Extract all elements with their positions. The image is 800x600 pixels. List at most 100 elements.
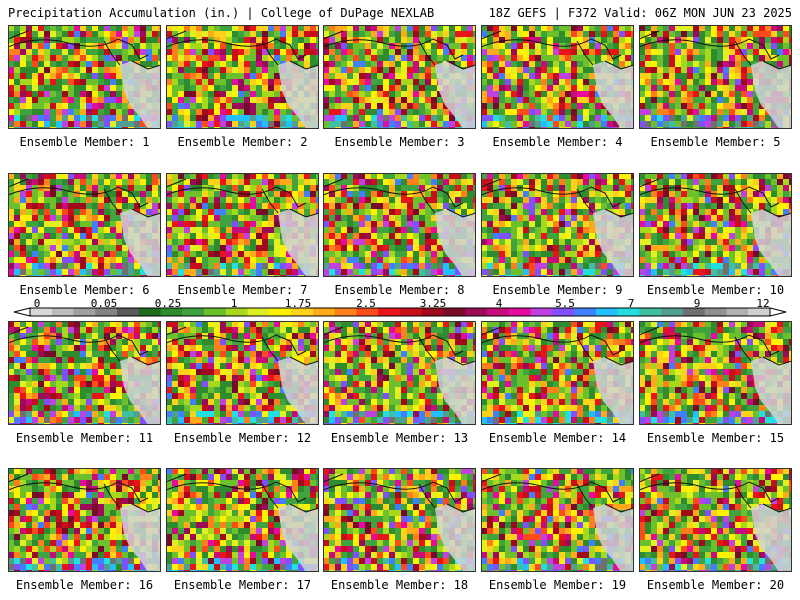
scale-tick-label: 0 [33,297,41,310]
scale-bin [95,308,118,316]
precip-map [8,25,161,129]
scale-bin [204,308,227,316]
scale-bin [247,308,270,316]
scale-bin [225,308,249,316]
precip-map [323,173,476,277]
ensemble-member-map [323,173,476,277]
scale-bin [400,308,423,316]
ensemble-member-map [481,25,634,129]
scale-bin [73,308,96,316]
ensemble-member-map [8,25,161,129]
scale-bin [421,308,445,316]
scale-bin [30,308,53,316]
scale-bin [682,308,706,316]
ensemble-member-label: Ensemble Member: 1 [19,135,150,149]
scale-bin [726,308,749,316]
ensemble-member-label: Ensemble Member: 7 [177,283,308,297]
ensemble-member-label: Ensemble Member: 14 [488,431,627,445]
precip-map [481,173,634,277]
ensemble-member-map [8,468,161,572]
scale-tick-label: 5.5 [555,297,575,310]
ensemble-member-map [639,321,792,425]
ensemble-member-map [481,321,634,425]
ensemble-member-map [166,173,319,277]
precip-map [8,468,161,572]
ensemble-member-map [639,173,792,277]
scale-tick-label: 1.75 [284,297,312,310]
ensemble-member-map [323,25,476,129]
precip-map [639,25,792,129]
scale-bin [508,308,532,316]
color-scale-bar [13,307,787,317]
scale-bin [312,308,336,316]
ensemble-member-map [481,468,634,572]
precip-map [481,321,634,425]
scale-bin [356,308,379,316]
scale-right-arrow [769,307,787,317]
scale-bin [443,308,466,316]
scale-bin [465,308,488,316]
scale-left-arrow [13,307,31,317]
ensemble-member-label: Ensemble Member: 16 [15,578,154,592]
ensemble-member-map [639,468,792,572]
scale-bin [574,308,597,316]
ensemble-member-label: Ensemble Member: 13 [330,431,469,445]
ensemble-member-label: Ensemble Member: 15 [646,431,785,445]
ensemble-member-label: Ensemble Member: 8 [334,283,465,297]
scale-tick-label: 3.25 [419,297,447,310]
precip-map [166,468,319,572]
scale-tick-label: 2.5 [356,297,376,310]
scale-bin [552,308,575,316]
ensemble-member-label: Ensemble Member: 9 [492,283,623,297]
scale-bin [138,308,162,316]
ensemble-member-label: Ensemble Member: 12 [173,431,312,445]
scale-bin [639,308,662,316]
precip-map [166,321,319,425]
ensemble-member-label: Ensemble Member: 4 [492,135,623,149]
ensemble-member-label: Ensemble Member: 18 [330,578,469,592]
precip-map [323,321,476,425]
precip-map [8,173,161,277]
scale-bin [704,308,727,316]
scale-bin [160,308,183,316]
precip-map [323,25,476,129]
ensemble-member-label: Ensemble Member: 10 [646,283,785,297]
ensemble-member-label: Ensemble Member: 17 [173,578,312,592]
ensemble-member-map [166,25,319,129]
ensemble-member-map [8,173,161,277]
scale-bin [487,308,510,316]
ensemble-member-label: Ensemble Member: 6 [19,283,150,297]
ensemble-member-map [323,321,476,425]
ensemble-member-map [8,321,161,425]
precip-map [8,321,161,425]
precip-map [639,173,792,277]
scale-tick-label: 12 [756,297,770,310]
ensemble-member-map [639,25,792,129]
scale-bin [291,308,314,316]
scale-bin [661,308,684,316]
ensemble-member-label: Ensemble Member: 3 [334,135,465,149]
model-valid-time: 18Z GEFS | F372 Valid: 06Z MON JUN 23 20… [488,6,792,20]
ensemble-member-map [323,468,476,572]
scale-bin [530,308,553,316]
product-title: Precipitation Accumulation (in.) | Colle… [8,6,435,20]
ensemble-member-label: Ensemble Member: 20 [646,578,785,592]
scale-tick-label: 4 [495,297,503,310]
scale-bin [182,308,205,316]
scale-bin [334,308,357,316]
precip-map [166,25,319,129]
precip-map [639,321,792,425]
scale-bin [748,308,771,316]
scale-bin [617,308,640,316]
precip-map [481,25,634,129]
scale-bin [595,308,619,316]
ensemble-member-map [481,173,634,277]
precip-map [639,468,792,572]
scale-bin [117,308,140,316]
scale-bin [378,308,401,316]
scale-tick-label: 0.05 [90,297,118,310]
ensemble-member-map [166,321,319,425]
ensemble-member-label: Ensemble Member: 5 [650,135,781,149]
scale-tick-label: 0.25 [154,297,182,310]
precip-map [323,468,476,572]
